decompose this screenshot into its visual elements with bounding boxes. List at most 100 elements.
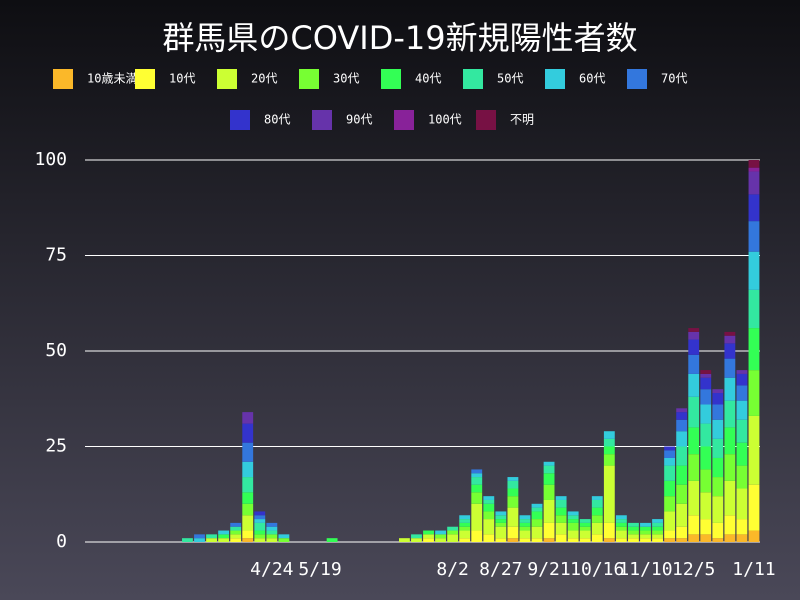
bar-segment [483,496,495,500]
bar-segment [423,534,434,539]
bar-segment [676,419,688,432]
bar-segment [519,519,531,523]
bar-segment [688,454,700,481]
bar-segment [712,438,724,458]
bar-segment [507,480,519,489]
bar-segment [254,511,266,516]
bar-segment [736,519,748,535]
bar-segment [230,530,242,535]
bar-segment [700,373,712,378]
bar-segment [676,484,688,504]
bar-segment [579,522,591,527]
x-tick-label: 9/21 [527,559,570,580]
bar-segment [628,522,639,527]
bar-segment [712,477,724,497]
bar-segment [182,538,193,542]
bar-segment [567,522,579,531]
bar-segment [507,477,519,481]
bar-segment [664,480,676,497]
bar-segment [688,328,700,332]
legend-label: 10代 [169,72,195,86]
bar-segment [398,538,410,542]
x-tick-label: 5/19 [298,559,341,580]
bar-segment [495,515,507,520]
bar-segment [278,538,290,542]
bar-segment [640,534,651,539]
bar-segment [700,519,712,535]
bar-segment [628,538,639,542]
bar-segment [230,522,242,527]
bar-segment [206,538,217,542]
bar-segment [688,373,700,397]
bar-segment [724,480,736,516]
legend-label: 100代 [428,113,462,127]
bar-segment [459,538,471,542]
bar-segment [748,530,760,542]
bar-segment [688,339,700,355]
bar-segment [603,446,615,455]
bar-segment [242,503,254,516]
bar-segment [748,221,760,252]
bar-segment [471,473,483,478]
bar-segment [483,511,495,520]
bar-segment [748,160,760,168]
bar-segment [230,538,242,542]
x-tick-label: 1/11 [732,559,775,580]
bar-segment [591,507,603,516]
bar-segment [495,526,507,539]
bar-segment [724,515,736,535]
bar-segment [688,331,700,340]
bar-segment [543,461,555,466]
legend-label: 80代 [264,113,290,127]
bar-segment [748,289,760,329]
bar-segment [615,519,627,523]
bar-segment [459,526,471,531]
bar-segment [664,450,676,458]
bar-segment [254,534,266,539]
bar-segment [507,488,519,497]
bar-segment [615,526,627,531]
y-tick-label: 100 [34,149,67,170]
legend-swatch [545,69,565,89]
bar-segment [555,515,567,523]
bar-segment [519,530,531,539]
bar-segment [603,454,615,466]
bar-segment [736,419,748,443]
bar-segment [459,515,471,520]
bar-segment [748,251,760,290]
bar-segment [531,538,543,542]
legend-label: 20代 [251,72,277,86]
bar-segment [543,499,555,523]
legend-swatch [381,69,401,89]
bar-segment [483,503,495,512]
bar-segment [640,530,651,535]
bar-segment [471,469,483,474]
bar-segment [736,370,748,374]
bar-segment [700,423,712,447]
bar-segment [748,167,760,172]
bar-segment [724,534,736,542]
bar-segment [495,522,507,527]
y-tick-label: 50 [45,340,67,361]
bar-segment [652,522,663,527]
bar-segment [688,515,700,535]
bar-segment [471,503,483,531]
bar-segment [507,507,519,527]
bar-segment [591,496,603,500]
bar-segment [531,507,543,512]
bar-segment [254,538,266,542]
bar-segment [688,396,700,428]
bar-segment [676,538,688,542]
bar-segment [531,511,543,520]
bar-segment [664,511,676,531]
bar-segment [423,538,434,542]
bar-segment [543,522,555,539]
bar-segment [459,522,471,527]
bar-segment [724,335,736,344]
bar-segment [736,534,748,542]
bar-segment [471,530,483,542]
bar-segment [700,404,712,424]
bar-segment [242,477,254,493]
bar-segment [242,461,254,478]
